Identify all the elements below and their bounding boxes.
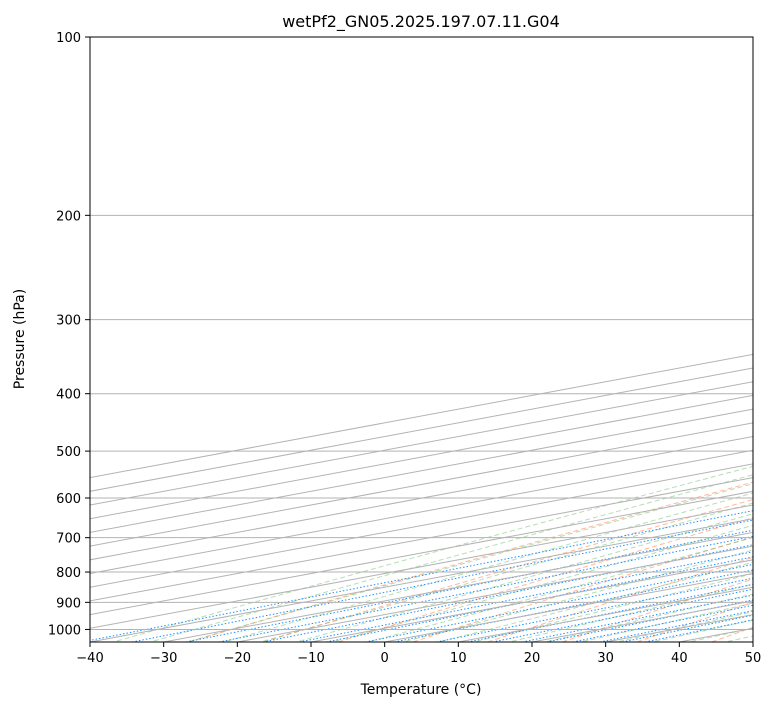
dry-adiabat-line (487, 556, 753, 642)
mixing-ratio-lines (90, 510, 753, 642)
isotherm-line (90, 367, 753, 492)
moist-adiabat-line (365, 536, 753, 642)
x-tick-label: −20 (224, 651, 251, 666)
moist-adiabat-line (650, 619, 753, 642)
x-tick-label: 30 (597, 651, 614, 666)
mixing-ratio-line (622, 614, 753, 642)
moist-adiabat-line (185, 483, 753, 642)
isotherm-line (90, 353, 753, 479)
y-tick-label: 600 (56, 492, 81, 507)
isotherm-line (90, 490, 753, 616)
y-tick-label: 900 (56, 596, 81, 611)
y-tick-label: 400 (56, 388, 81, 403)
moist-adiabat-line (148, 474, 753, 642)
x-axis: −40 −30 −20 −10 0 10 20 30 40 50 (76, 642, 761, 666)
y-tick-label: 200 (56, 209, 81, 224)
isotherm-line (90, 408, 753, 533)
plot-frame (89, 36, 754, 643)
dry-adiabat-line (412, 536, 753, 642)
y-axis: 100 200 300 400 500 600 700 800 900 1000 (48, 31, 90, 638)
pressure-grid (90, 37, 753, 630)
isotherm-line (752, 641, 753, 642)
mixing-ratio-line (645, 619, 753, 642)
mixing-ratio-line (90, 510, 753, 641)
moist-adiabat-line (471, 573, 753, 642)
dry-adiabat-line (263, 499, 753, 642)
isotherm-line (163, 531, 753, 642)
isotherms (90, 353, 753, 642)
mixing-ratio-line (492, 588, 753, 642)
y-tick-label: 300 (56, 314, 81, 329)
y-axis-label: Pressure (hPa) (12, 289, 28, 389)
moist-adiabat-line (507, 583, 753, 642)
dry-adiabat-line (188, 481, 753, 642)
moist-adiabats (111, 465, 753, 642)
x-axis-label: Temperature (°C) (360, 682, 482, 698)
moist-adiabat-line (111, 465, 753, 642)
isotherm-line (90, 422, 753, 547)
isotherm-line (90, 477, 753, 602)
y-tick-label: 500 (56, 445, 81, 460)
moist-adiabat-line (542, 593, 753, 642)
x-tick-label: 40 (671, 651, 688, 666)
isotherm-line (90, 394, 753, 520)
mixing-ratio-line (467, 583, 753, 642)
isotherm-line (90, 381, 753, 506)
plot-area: 0.10.20.40.611.5234681013162025303601020… (90, 37, 753, 642)
mixing-ratio-line (299, 551, 753, 642)
dry-adiabats (188, 481, 753, 642)
mixing-ratio-line (394, 569, 753, 642)
x-tick-label: −30 (150, 651, 177, 666)
isotherm-line (90, 436, 753, 561)
x-tick-label: 0 (381, 651, 389, 666)
x-tick-label: −10 (297, 651, 324, 666)
dry-adiabat-line (562, 578, 753, 642)
moist-adiabat-line (578, 602, 753, 642)
moist-adiabat-line (330, 524, 753, 642)
moist-adiabat-line (222, 492, 753, 642)
mixing-ratio-line (365, 563, 753, 642)
chart-title: wetPf2_GN05.2025.197.07.11.G04 (282, 12, 560, 32)
isotherm-line (90, 449, 753, 575)
x-tick-label: 50 (745, 651, 762, 666)
y-tick-label: 1000 (48, 623, 81, 638)
y-tick-label: 700 (56, 532, 81, 547)
isotherm-line (90, 463, 753, 588)
moist-adiabat-line (401, 549, 753, 642)
y-tick-label: 800 (56, 566, 81, 581)
mixing-ratio-line (218, 535, 753, 642)
dry-adiabat-line (711, 626, 753, 642)
x-tick-label: −40 (76, 651, 103, 666)
x-tick-label: 20 (524, 651, 541, 666)
y-tick-label: 100 (56, 31, 81, 46)
dry-adiabat-line (338, 517, 753, 642)
mixing-ratio-line (325, 556, 753, 642)
x-tick-label: 10 (450, 651, 467, 666)
isotherm-line (90, 504, 753, 629)
moist-adiabat-line (258, 502, 753, 642)
isotherm-line (90, 518, 753, 642)
